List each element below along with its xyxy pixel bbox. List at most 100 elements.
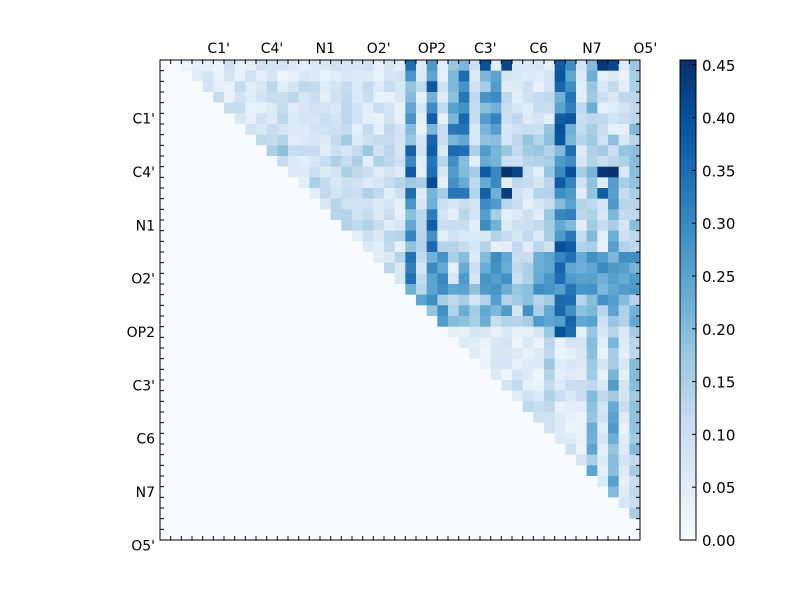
heatmap-cell — [565, 102, 577, 114]
heatmap-cell — [501, 412, 513, 424]
heatmap-cell — [469, 412, 481, 424]
heatmap-cell — [618, 81, 630, 93]
heatmap-cell — [501, 454, 513, 466]
heatmap-cell — [490, 508, 502, 520]
heatmap-cell — [480, 60, 492, 72]
heatmap-cell — [586, 486, 598, 498]
heatmap-cell — [330, 273, 342, 285]
heatmap-cell — [533, 177, 545, 189]
heatmap-cell — [384, 262, 396, 274]
heatmap-cell — [192, 433, 204, 445]
heatmap-cell — [224, 134, 236, 146]
heatmap-cell — [576, 220, 588, 232]
heatmap-cell — [224, 305, 236, 317]
heatmap-cell — [245, 70, 257, 82]
heatmap-cell — [586, 422, 598, 434]
heatmap-cell — [234, 401, 246, 413]
heatmap-cell — [384, 305, 396, 317]
heatmap-cell — [213, 486, 225, 498]
heatmap-cell — [501, 262, 513, 274]
heatmap-cell — [234, 209, 246, 221]
heatmap-cell — [416, 316, 428, 328]
heatmap-cell — [597, 380, 609, 392]
heatmap-cell — [437, 102, 449, 114]
heatmap-cell — [266, 444, 278, 456]
heatmap-cell — [309, 145, 321, 157]
heatmap-cell — [565, 70, 577, 82]
heatmap-cell — [277, 529, 289, 541]
heatmap-cell — [224, 518, 236, 530]
heatmap-cell — [394, 134, 406, 146]
heatmap-cell — [277, 198, 289, 210]
heatmap-cell — [416, 273, 428, 285]
heatmap-cell — [394, 497, 406, 509]
heatmap-cell — [213, 70, 225, 82]
heatmap-cell — [160, 294, 172, 306]
heatmap-cell — [544, 156, 556, 168]
heatmap-cell — [234, 70, 246, 82]
heatmap-cell — [437, 145, 449, 157]
heatmap-cell — [362, 422, 374, 434]
heatmap-cell — [277, 81, 289, 93]
heatmap-cell — [618, 316, 630, 328]
heatmap-cell — [224, 209, 236, 221]
heatmap-cell — [469, 145, 481, 157]
heatmap-cell — [181, 145, 193, 157]
heatmap-cell — [512, 198, 524, 210]
heatmap-cell — [362, 369, 374, 381]
heatmap-cell — [288, 134, 300, 146]
heatmap-cell — [437, 326, 449, 338]
heatmap-cell — [224, 529, 236, 541]
heatmap-cell — [170, 518, 182, 530]
heatmap-cell — [384, 209, 396, 221]
heatmap-cell — [256, 358, 268, 370]
heatmap-cell — [597, 358, 609, 370]
heatmap-cell — [533, 166, 545, 178]
heatmap-cell — [330, 156, 342, 168]
heatmap-cell — [533, 454, 545, 466]
heatmap-cell — [202, 358, 214, 370]
heatmap-cell — [245, 252, 257, 264]
heatmap-cell — [202, 380, 214, 392]
heatmap-cell — [416, 241, 428, 253]
heatmap-cell — [160, 412, 172, 424]
heatmap-cell — [437, 252, 449, 264]
heatmap-cell — [512, 70, 524, 82]
heatmap-cell — [554, 156, 566, 168]
heatmap-cell — [362, 209, 374, 221]
heatmap-cell — [490, 529, 502, 541]
heatmap-cell — [416, 81, 428, 93]
heatmap-cell — [522, 92, 534, 104]
heatmap-cell — [234, 390, 246, 402]
heatmap-cell — [469, 316, 481, 328]
heatmap-cell — [522, 262, 534, 274]
heatmap-cell — [522, 358, 534, 370]
heatmap-cell — [426, 486, 438, 498]
heatmap-cell — [405, 241, 417, 253]
heatmap-cell — [277, 262, 289, 274]
heatmap-cell — [512, 60, 524, 72]
heatmap-cell — [544, 380, 556, 392]
heatmap-cell — [373, 145, 385, 157]
heatmap-cell — [448, 390, 460, 402]
heatmap-cell — [448, 284, 460, 296]
heatmap-cell — [426, 529, 438, 541]
heatmap-cell — [224, 198, 236, 210]
heatmap-cell — [448, 294, 460, 306]
heatmap-cell — [480, 145, 492, 157]
heatmap-cell — [234, 454, 246, 466]
heatmap-cell — [522, 124, 534, 136]
heatmap-cell — [341, 284, 353, 296]
heatmap-cell — [309, 252, 321, 264]
heatmap-cell — [426, 433, 438, 445]
heatmap-cell — [394, 60, 406, 72]
heatmap-cell — [512, 518, 524, 530]
heatmap-cell — [352, 166, 364, 178]
heatmap-cell — [533, 476, 545, 488]
heatmap-cell — [192, 198, 204, 210]
heatmap-cell — [330, 262, 342, 274]
heatmap-cell — [352, 486, 364, 498]
heatmap-cell — [618, 177, 630, 189]
heatmap-cell — [458, 209, 470, 221]
heatmap-cell — [309, 102, 321, 114]
